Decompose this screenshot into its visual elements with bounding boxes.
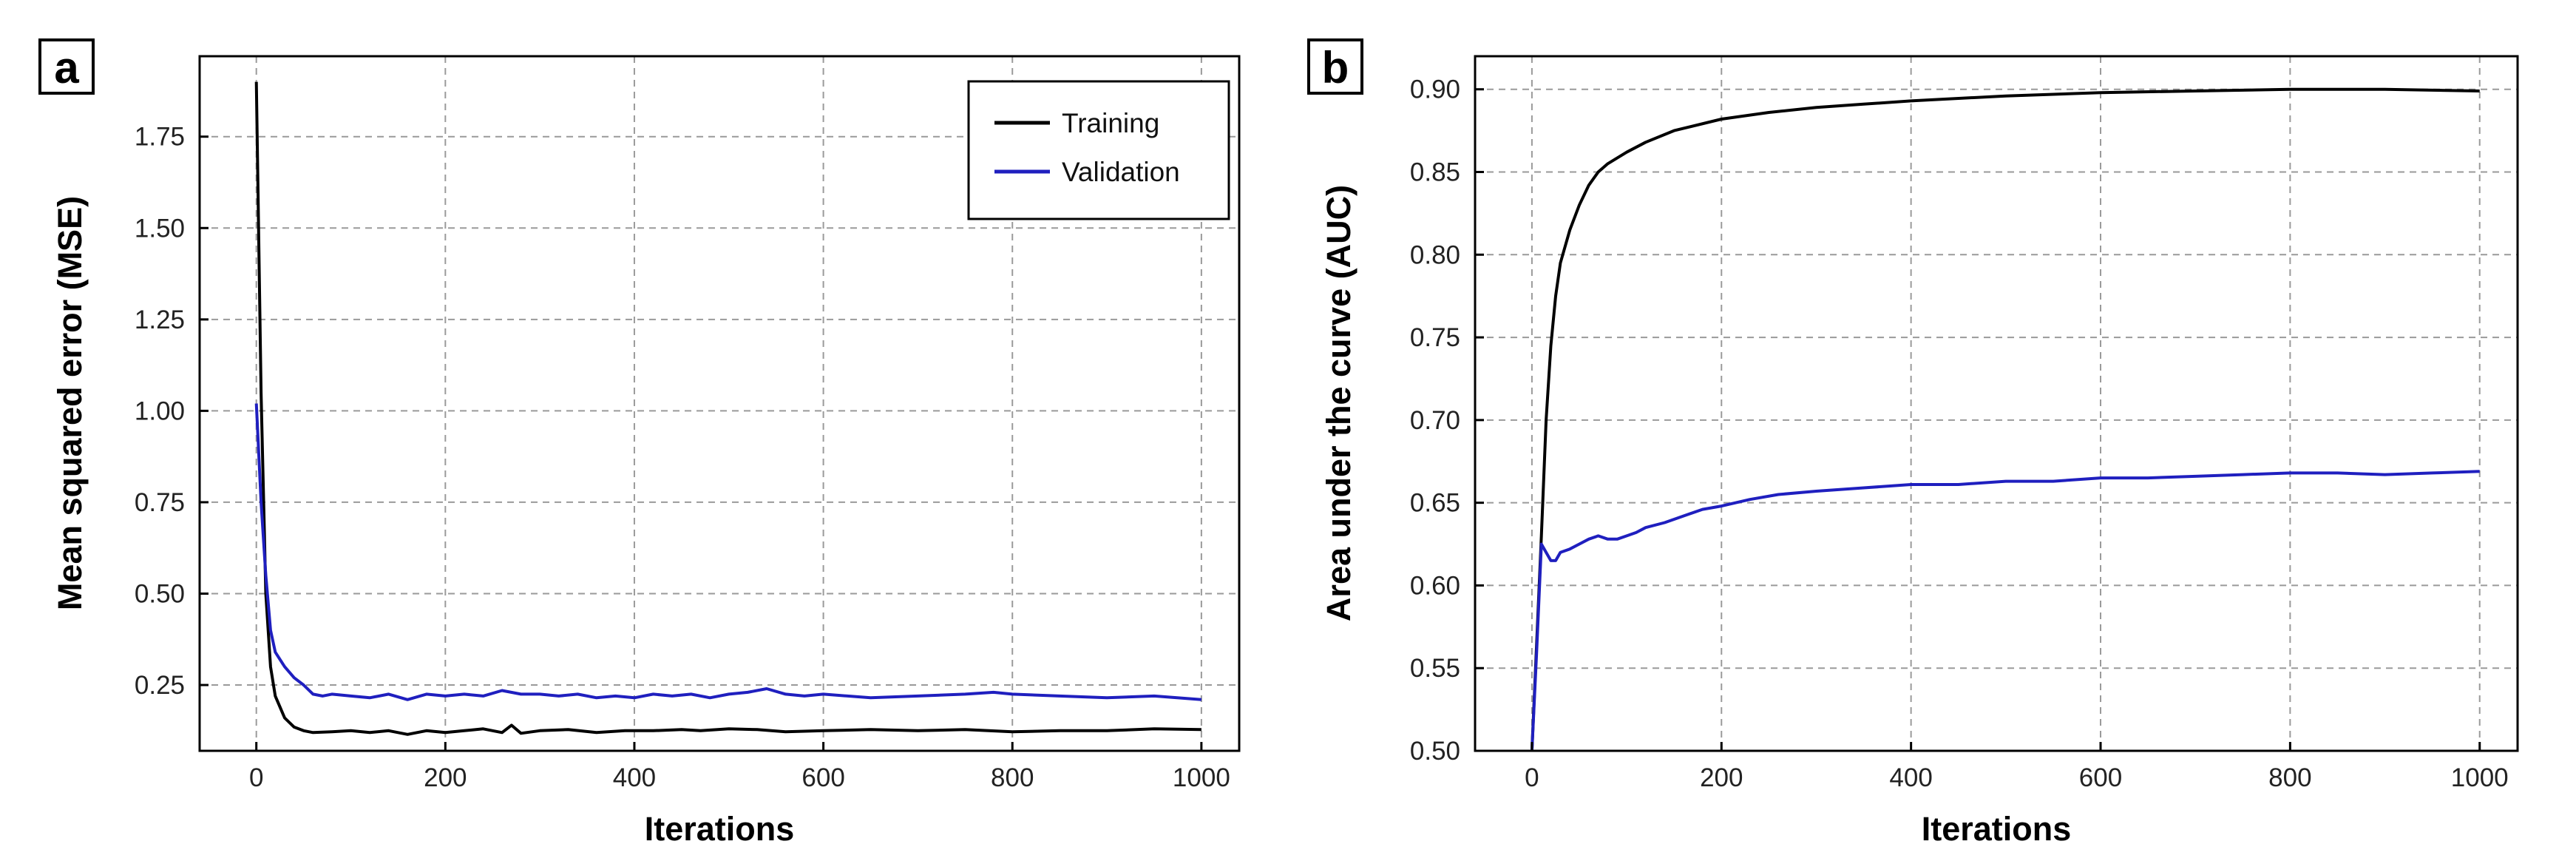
panel-a-xtick-label-600: 600	[801, 763, 844, 792]
panel-b-ytick-label-0-70: 0.70	[1410, 406, 1460, 435]
panel-b-series	[1530, 87, 2480, 752]
panel-a-series-training	[254, 81, 1201, 736]
panel-a-ytick-label-1-50: 1.50	[135, 214, 185, 243]
panel-a-ytick-label-0-50: 0.50	[135, 579, 185, 608]
panel-b-ytick-label-0-85: 0.85	[1410, 158, 1460, 187]
panel-b: b 0 200 400 600 800 10000.500.550.600.650.700…	[1307, 38, 2519, 848]
panel-a-badge	[38, 38, 95, 95]
panel-b-ytick-label-0-90: 0.90	[1410, 75, 1460, 104]
panel-b-xtick-label-400: 400	[1889, 763, 1932, 792]
legend-label-training: Training	[1062, 108, 1159, 138]
legend-box	[967, 80, 1230, 220]
panel-b-xlabel: Iterations	[1922, 810, 2072, 848]
panel-b-grid	[1475, 56, 2518, 752]
panel-b-series-training	[1530, 87, 2480, 752]
panel-b-ytick-label-0-75: 0.75	[1410, 323, 1460, 352]
panel-b-ytick-label-0-50: 0.50	[1410, 737, 1460, 766]
panel-b-xtick-label-600: 600	[2079, 763, 2122, 792]
panel-a-xlabel: Iterations	[645, 810, 795, 848]
panel-b-ticks: 0 200 400 600 800 1000 0.50 0.55 0.60 0.65 0.70 0.7…	[1410, 75, 2509, 792]
panel-b-ylabel: Area under the curve (AUC)	[1320, 185, 1358, 621]
panel-a-plot-frame	[198, 55, 1241, 752]
legend: Training Validation	[967, 80, 1230, 220]
panel-b-xtick-label-0: 0	[1525, 763, 1539, 792]
panel-a-series-validation	[254, 403, 1202, 701]
panel-b-ytick-label-0-55: 0.55	[1410, 654, 1460, 683]
panel-b-plot-frame	[1474, 55, 2519, 752]
panel-b-xtick-label-1000: 1000	[2451, 763, 2509, 792]
panel-a-xtick-label-200: 200	[424, 763, 467, 792]
panel-b-xtick-label-800: 800	[2268, 763, 2311, 792]
panel-a-series	[254, 81, 1202, 736]
legend-label-validation: Validation	[1062, 157, 1180, 187]
panel-a-ytick-label-1-25: 1.25	[135, 306, 185, 334]
panel-a-xtick-label-800: 800	[991, 763, 1034, 792]
panel-a-letter: a	[54, 43, 79, 92]
panel-a-xtick-label-400: 400	[613, 763, 656, 792]
panel-a-ticks: 0 200 400 600 800 1000 0.25 0.50 0.75 1.00 1.25 1.5…	[135, 123, 1230, 792]
panel-b-xtick-label-200: 200	[1700, 763, 1743, 792]
panel-a-xtick-label-0: 0	[249, 763, 263, 792]
panel-b-ytick-label-0-80: 0.80	[1410, 240, 1460, 269]
panel-a-ytick-label-1-75: 1.75	[135, 123, 185, 152]
panel-b-letter: b	[1322, 43, 1349, 92]
panel-a-ylabel: Mean squared error (MSE)	[51, 196, 89, 610]
panel-b-badge	[1307, 38, 1363, 95]
panel-a-xtick-label-1000: 1000	[1173, 763, 1230, 792]
panel-b-ytick-label-0-60: 0.60	[1410, 571, 1460, 600]
panel-b-series-validation	[1530, 470, 2480, 752]
panel-a-ytick-label-0-25: 0.25	[135, 671, 185, 700]
panel-a-ytick-label-0-75: 0.75	[135, 488, 185, 517]
panel-a: a 0 200 400 600 800 1000 0.25 0.50 0.75 1.00 1.25 1…	[38, 38, 1241, 848]
panel-a-ytick-label-1-00: 1.00	[135, 396, 185, 425]
panel-b-ytick-label-0-65: 0.65	[1410, 489, 1460, 518]
